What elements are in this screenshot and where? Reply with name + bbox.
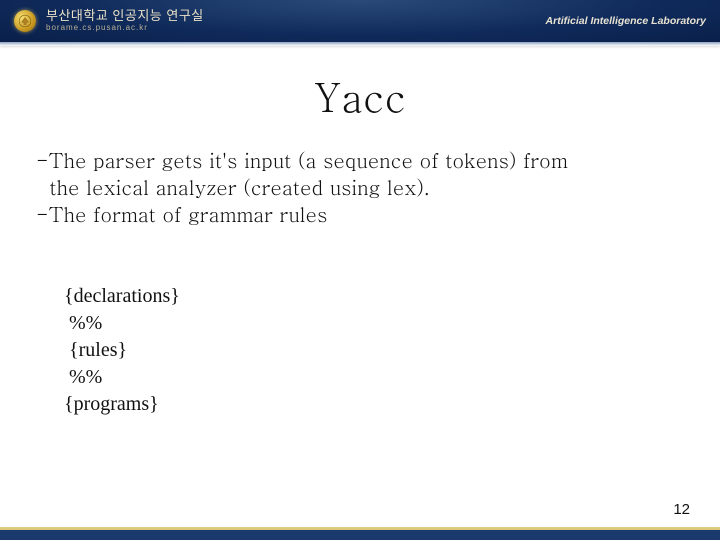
body-line-2: the lexical analyzer (created using lex)… <box>36 173 684 200</box>
emblem-icon <box>18 14 32 28</box>
lab-name-en: Artificial Intelligence Laboratory <box>546 15 706 27</box>
footer-accent-blue <box>0 530 720 540</box>
code-line-separator-1: %% <box>64 310 720 337</box>
page-number: 12 <box>673 501 690 518</box>
body-text: -The parser gets it's input (a sequence … <box>0 146 720 227</box>
code-line-programs: {programs} <box>64 391 720 418</box>
slide-title: Yacc <box>0 68 720 124</box>
header-divider <box>0 42 720 46</box>
code-line-separator-2: %% <box>64 364 720 391</box>
header-bar: 부산대학교 인공지능 연구실 borame.cs.pusan.ac.kr Art… <box>0 0 720 42</box>
header-text-block: 부산대학교 인공지능 연구실 borame.cs.pusan.ac.kr <box>46 9 546 33</box>
code-line-declarations: {declarations} <box>64 283 720 310</box>
code-line-rules: {rules} <box>64 337 720 364</box>
slide-root: 부산대학교 인공지능 연구실 borame.cs.pusan.ac.kr Art… <box>0 0 720 540</box>
grammar-format-block: {declarations} %% {rules} %% {programs} <box>0 283 720 418</box>
institution-name-kr: 부산대학교 인공지능 연구실 <box>46 9 546 23</box>
body-line-1: -The parser gets it's input (a sequence … <box>36 146 684 173</box>
body-line-3: -The format of grammar rules <box>36 200 684 227</box>
footer-bar <box>0 528 720 540</box>
institution-url: borame.cs.pusan.ac.kr <box>46 24 546 33</box>
university-logo-icon <box>14 10 36 32</box>
